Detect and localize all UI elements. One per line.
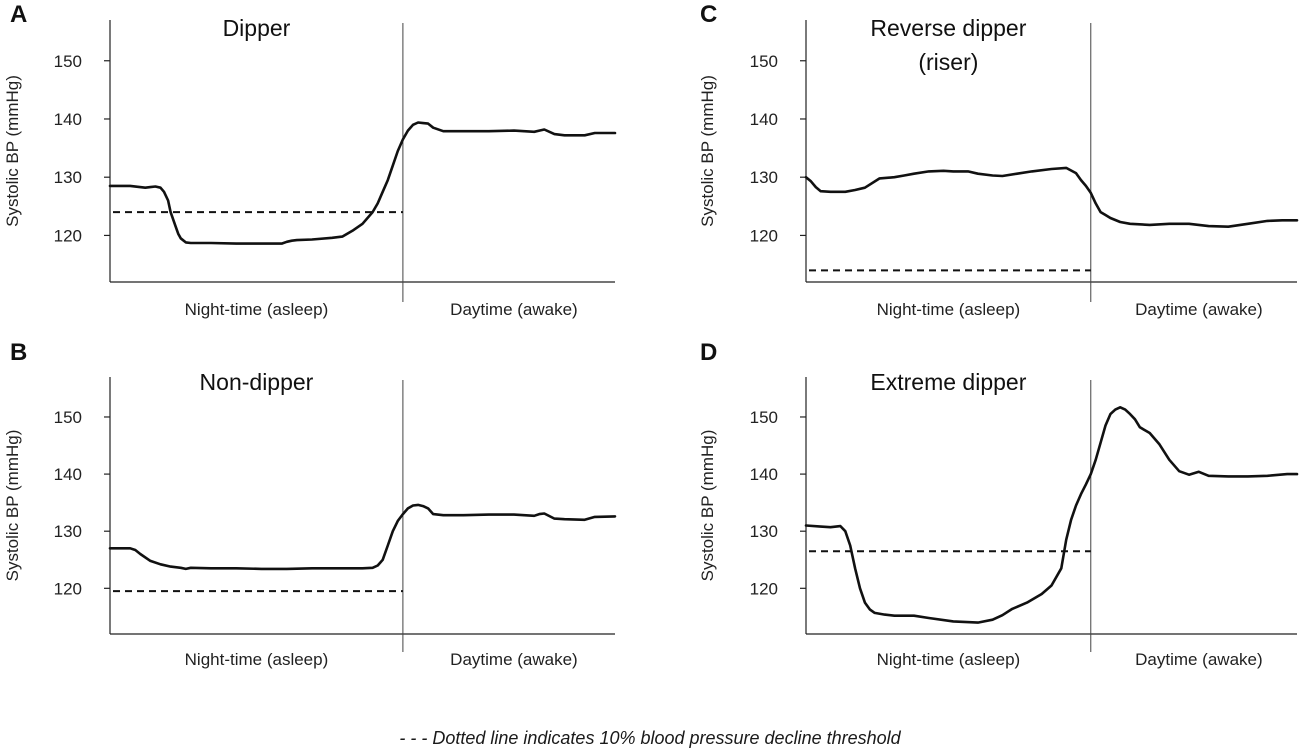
panel-b-title: Non-dipper <box>200 369 314 395</box>
panel-a-y-tick-label: 130 <box>54 168 82 187</box>
panel-c-y-axis-title: Systolic BP (mmHg) <box>698 75 717 227</box>
panel-b-night-label: Night-time (asleep) <box>185 650 329 669</box>
panel-a-title: Dipper <box>223 15 291 41</box>
panel-d-day-label: Daytime (awake) <box>1135 650 1263 669</box>
panel-c-letter: C <box>700 1 717 28</box>
panel-b-bp-line <box>108 503 617 571</box>
panel-d-title: Extreme dipper <box>870 369 1026 395</box>
panel-a-bp-line <box>108 121 617 245</box>
panel-a-letter: A <box>10 1 27 28</box>
panel-d-letter: D <box>700 339 717 366</box>
panel-b-y-tick-label: 150 <box>54 408 82 427</box>
panel-a-y-tick-label: 150 <box>54 52 82 71</box>
panel-d-bp-line <box>804 406 1299 624</box>
panel-b-y-tick-label: 140 <box>54 465 82 484</box>
panel-b-day-label: Daytime (awake) <box>450 650 578 669</box>
panel-b-y-tick-label: 120 <box>54 579 82 598</box>
panel-d-y-tick-label: 130 <box>750 522 778 541</box>
panel-b-y-tick-label: 130 <box>54 522 82 541</box>
panel-c-night-label: Night-time (asleep) <box>877 300 1021 319</box>
panel-b-letter: B <box>10 339 27 366</box>
panel-a-y-tick-label: 120 <box>54 226 82 245</box>
panel-c-y-tick-label: 120 <box>750 226 778 245</box>
panel-d-y-axis-title: Systolic BP (mmHg) <box>698 430 717 582</box>
panel-a-y-tick-label: 140 <box>54 110 82 129</box>
panel-b-y-axis-title: Systolic BP (mmHg) <box>3 430 22 582</box>
panel-d-y-tick-label: 120 <box>750 579 778 598</box>
panel-a-day-label: Daytime (awake) <box>450 300 578 319</box>
panel-c-subtitle: (riser) <box>918 49 978 75</box>
panel-a-y-axis-title: Systolic BP (mmHg) <box>3 75 22 227</box>
panel-c-title: Reverse dipper <box>870 15 1026 41</box>
panel-c-y-tick-label: 150 <box>750 52 778 71</box>
panel-c-y-tick-label: 140 <box>750 110 778 129</box>
panel-d-night-label: Night-time (asleep) <box>877 650 1021 669</box>
figure-footnote: - - - Dotted line indicates 10% blood pr… <box>399 728 901 748</box>
panel-c-bp-line <box>804 166 1299 228</box>
panel-c-y-tick-label: 130 <box>750 168 778 187</box>
panel-a-night-label: Night-time (asleep) <box>185 300 329 319</box>
panel-d-y-tick-label: 150 <box>750 408 778 427</box>
panel-c-day-label: Daytime (awake) <box>1135 300 1263 319</box>
panel-d-y-tick-label: 140 <box>750 465 778 484</box>
